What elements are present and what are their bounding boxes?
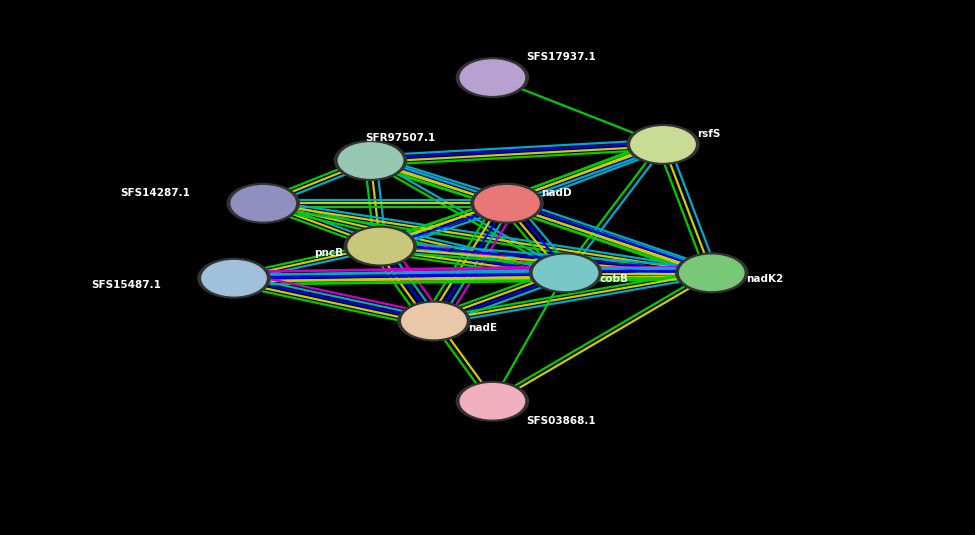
- Circle shape: [231, 186, 295, 221]
- Circle shape: [338, 143, 403, 178]
- Circle shape: [348, 228, 412, 264]
- Text: SFS15487.1: SFS15487.1: [91, 280, 161, 290]
- Text: nadK2: nadK2: [746, 274, 783, 285]
- Text: nadE: nadE: [468, 323, 497, 333]
- Text: SFS03868.1: SFS03868.1: [526, 416, 596, 426]
- Circle shape: [676, 253, 748, 293]
- Text: nadD: nadD: [541, 188, 571, 198]
- Circle shape: [456, 58, 528, 97]
- Circle shape: [471, 184, 543, 223]
- Circle shape: [456, 381, 528, 421]
- Circle shape: [627, 125, 699, 164]
- Text: pncB: pncB: [314, 248, 343, 258]
- Circle shape: [198, 258, 270, 298]
- Circle shape: [202, 261, 266, 296]
- Circle shape: [402, 303, 466, 339]
- Circle shape: [680, 255, 744, 291]
- Text: rsfS: rsfS: [697, 129, 721, 139]
- Circle shape: [398, 301, 470, 341]
- Text: cobB: cobB: [600, 274, 629, 285]
- Circle shape: [529, 253, 602, 293]
- Text: SFS14287.1: SFS14287.1: [120, 188, 190, 198]
- Circle shape: [344, 226, 416, 266]
- Circle shape: [475, 186, 539, 221]
- Circle shape: [460, 384, 525, 419]
- Circle shape: [460, 60, 525, 95]
- Circle shape: [533, 255, 598, 291]
- Circle shape: [631, 127, 695, 162]
- Circle shape: [334, 141, 407, 180]
- Text: SFR97507.1: SFR97507.1: [366, 133, 436, 143]
- Text: SFS17937.1: SFS17937.1: [526, 51, 597, 62]
- Circle shape: [227, 184, 299, 223]
